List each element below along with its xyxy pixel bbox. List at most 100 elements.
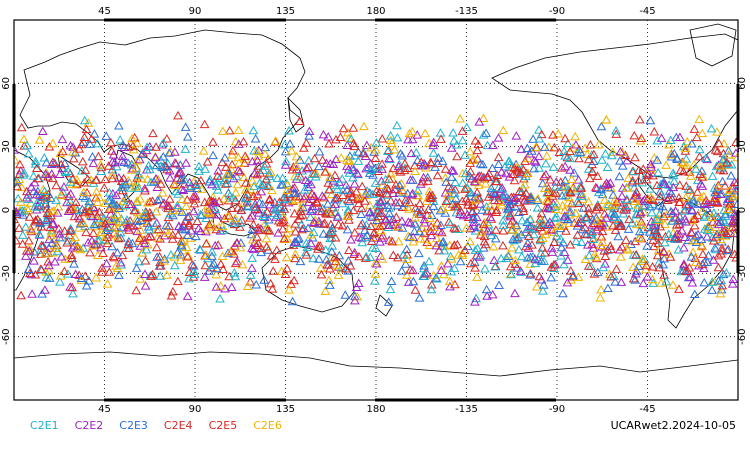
observation-triangle [84,206,95,215]
observation-triangle [411,190,422,199]
observation-triangle [535,222,545,231]
observation-triangle [522,253,533,262]
observation-triangle [277,179,288,189]
observation-triangle [219,194,229,203]
observation-triangle [429,222,439,231]
observation-triangle [551,212,562,221]
observation-triangle [419,260,429,270]
observation-triangle [590,182,601,192]
observation-triangle [117,156,127,165]
observation-triangle [67,242,78,252]
observation-triangle [87,152,98,161]
observation-triangle [109,201,120,211]
observation-triangle [575,147,586,157]
observation-triangle [309,153,320,163]
observation-triangle [377,180,388,189]
observation-triangle [77,217,88,227]
observation-triangle [48,157,58,166]
observation-triangle [256,247,267,257]
observation-triangle [326,209,336,218]
observation-triangle [325,280,335,289]
observation-triangle [706,212,717,221]
observation-triangle [331,134,341,144]
observation-triangle [547,202,557,211]
observation-triangle [247,263,257,272]
observation-triangle [161,220,172,230]
observation-triangle [616,277,627,286]
observation-triangle [496,184,506,193]
observation-triangle [697,128,708,138]
observation-triangle [493,182,504,192]
observation-triangle [662,195,673,205]
observation-triangle [593,187,604,197]
observation-triangle [36,265,47,274]
observation-triangle [201,250,212,260]
observation-triangle [676,157,687,167]
observation-triangle [131,285,142,295]
observation-triangle [472,272,482,281]
observation-triangle [682,200,693,210]
observation-triangle [348,205,359,215]
observation-triangle [689,235,700,245]
observation-triangle [190,231,201,241]
observation-triangle [382,146,393,155]
observation-triangle [436,227,447,237]
observation-triangle [659,270,670,279]
observation-triangle [14,174,25,184]
observation-triangle [430,162,440,171]
observation-triangle [107,188,118,198]
observation-triangle [629,196,640,206]
observation-triangle [255,168,266,177]
observation-triangle [493,195,504,205]
observation-triangle [580,213,591,222]
observation-triangle [651,226,662,236]
observation-triangle [282,228,292,237]
observation-triangle [282,263,292,273]
observation-triangle [641,260,652,270]
observation-triangle [723,159,734,169]
observation-triangle [336,153,346,162]
observation-triangle [217,157,228,167]
observation-triangle [354,191,365,201]
observation-triangle [443,202,453,211]
observation-triangle [467,199,478,209]
observation-triangle [104,223,114,232]
observation-triangle [457,196,468,205]
observation-triangle [323,178,334,187]
observation-triangle [414,226,425,236]
observation-triangle [377,254,388,263]
observation-triangle [412,155,423,165]
observation-triangle [325,158,336,168]
observation-triangle [29,256,39,265]
observation-triangle [493,159,504,168]
observation-triangle [689,220,700,230]
observation-triangle [301,247,311,257]
observation-triangle [314,254,324,263]
observation-triangle [562,277,573,287]
observation-triangle [168,210,178,220]
observation-triangle [715,165,725,174]
observation-triangle [182,230,193,240]
observation-triangle [122,193,132,203]
observation-triangle [305,212,316,221]
observation-triangle [103,161,114,170]
observation-triangle [555,220,566,230]
observation-triangle [207,251,217,260]
observation-triangle [557,190,568,200]
observation-triangle [649,126,660,136]
observation-triangle [369,227,380,237]
observation-triangle [295,155,305,164]
observation-triangle [68,288,78,298]
observation-triangle [410,166,420,175]
observation-triangle [665,252,676,261]
observation-triangle [488,140,498,149]
observation-triangle [498,225,509,235]
observation-triangle [530,254,540,263]
observation-triangle [25,224,36,234]
observation-triangle [166,290,177,300]
observation-triangle [139,209,150,219]
observation-triangle [107,197,118,207]
observation-triangle [496,253,507,263]
observation-triangle [428,137,439,147]
observation-triangle [481,201,492,211]
